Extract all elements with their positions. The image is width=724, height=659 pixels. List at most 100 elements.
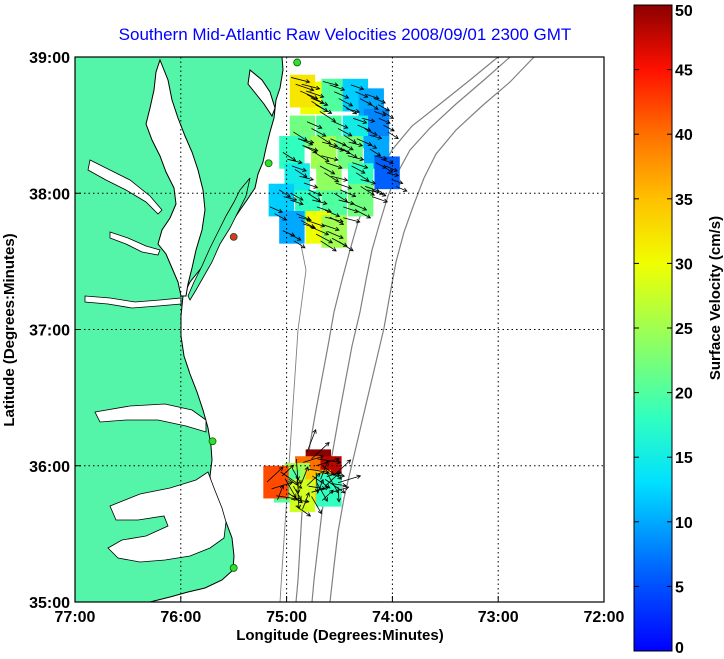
- velocity-arrow: [310, 97, 328, 106]
- james-river: [84, 295, 182, 309]
- velocity-arrow-head: [381, 192, 387, 197]
- velocity-arrow: [278, 189, 291, 198]
- velocity-arrow-head: [344, 485, 350, 491]
- velocity-arrow: [269, 206, 283, 213]
- velocity-arrow-head: [385, 107, 391, 112]
- velocity-arrow-head: [309, 87, 315, 92]
- velocity-arrow: [311, 128, 326, 137]
- velocity-arrow: [317, 135, 331, 145]
- velocity-arrow-head: [373, 105, 379, 110]
- velocity-arrows-northern: [269, 77, 408, 252]
- velocity-arrow-head: [323, 101, 329, 106]
- velocity-arrow-head: [366, 214, 372, 219]
- velocity-arrow-head: [332, 247, 337, 252]
- velocity-arrow: [322, 224, 340, 231]
- colorbar-tick-label: 0: [675, 640, 684, 657]
- velocity-arrow-head: [355, 218, 361, 224]
- velocity-arrow: [357, 124, 371, 132]
- velocity-arrow-head: [317, 192, 323, 197]
- velocity-arrow: [289, 233, 302, 241]
- velocity-arrow: [362, 117, 375, 122]
- velocity-arrow: [387, 131, 399, 139]
- x-tick-label: 74:00: [372, 609, 413, 626]
- velocity-arrow-head: [328, 239, 334, 244]
- albemarle-sound: [94, 403, 207, 433]
- velocity-arrow-head: [311, 224, 317, 230]
- gridlines: [75, 57, 604, 602]
- velocity-cell: [279, 210, 305, 244]
- velocity-arrow: [364, 128, 378, 136]
- velocity-arrow-head: [388, 168, 394, 173]
- velocity-arrow: [321, 489, 334, 501]
- velocity-arrow-head: [324, 469, 330, 475]
- velocity-arrow-head: [317, 124, 323, 129]
- velocity-arrow-head: [286, 193, 291, 198]
- velocity-arrow-head: [296, 236, 302, 241]
- velocity-arrow: [317, 479, 324, 494]
- velocity-arrow-head: [324, 460, 329, 465]
- velocity-arrow: [322, 141, 338, 147]
- velocity-arrow: [382, 111, 394, 119]
- velocity-arrow-head: [319, 454, 325, 460]
- chesapeake-bay: [145, 58, 206, 297]
- velocity-arrow-head: [321, 485, 327, 491]
- colorbar: 0 5 10 15 20 25 30 35 40 45 50 Surface Velocity (c…: [633, 3, 724, 657]
- velocity-arrow-head: [349, 247, 354, 252]
- velocity-arrow-head: [313, 184, 319, 189]
- bathymetry-contour-outer: [329, 57, 535, 602]
- velocity-arrow-head: [370, 118, 376, 123]
- velocity-arrow-head: [376, 152, 382, 157]
- velocity-cell: [321, 215, 347, 248]
- velocity-arrow: [375, 162, 387, 169]
- velocity-arrow-head: [304, 499, 310, 504]
- velocity-arrow-head: [336, 459, 342, 465]
- velocity-arrow: [355, 172, 370, 182]
- velocity-arrow: [327, 231, 344, 239]
- velocity-arrow: [317, 458, 341, 463]
- velocity-arrow-head: [319, 99, 325, 104]
- radar-station-marker: [229, 564, 238, 572]
- velocity-arrow-head: [324, 485, 330, 491]
- velocity-arrow: [303, 182, 318, 189]
- velocity-arrow: [294, 169, 308, 178]
- velocity-arrow-head: [333, 142, 339, 148]
- velocity-arrow-head: [288, 481, 294, 486]
- velocity-arrow: [329, 216, 344, 225]
- velocity-arrow-head: [359, 86, 365, 91]
- velocity-arrow-head: [340, 86, 346, 92]
- colorbar-tick-label: 15: [675, 450, 693, 467]
- velocity-arrow-head: [337, 471, 342, 476]
- velocity-arrow-head: [308, 141, 314, 146]
- radar-station-marker: [293, 58, 302, 67]
- velocity-arrow-head: [390, 127, 395, 132]
- velocity-arrow: [295, 83, 314, 91]
- pamlico-sound: [107, 471, 227, 563]
- velocity-arrow-head: [354, 208, 359, 214]
- radar-station-marker: [264, 159, 273, 168]
- velocity-arrow: [320, 460, 329, 480]
- velocity-arrow-head: [312, 428, 317, 434]
- velocity-arrow-head: [379, 190, 384, 196]
- velocity-arrow-head: [333, 156, 339, 162]
- velocity-arrow-head: [355, 109, 361, 114]
- x-axis-label: Longitude (Degrees:Minutes): [236, 627, 444, 644]
- x-tick-label: 72:00: [584, 609, 625, 626]
- velocity-cell: [289, 479, 316, 513]
- velocity-arrow: [306, 90, 324, 98]
- velocity-arrow: [316, 482, 328, 502]
- velocity-arrow-head: [319, 478, 324, 484]
- velocity-arrow-head: [335, 457, 340, 462]
- velocity-arrow: [296, 458, 299, 481]
- velocity-arrow: [333, 121, 348, 129]
- velocity-arrow-head: [402, 187, 408, 192]
- velocity-arrow: [298, 216, 312, 221]
- velocity-arrow-head: [297, 495, 302, 501]
- velocity-arrow-head: [342, 482, 347, 488]
- velocity-arrow-head: [359, 156, 365, 162]
- velocity-arrow: [277, 485, 284, 500]
- velocity-arrow: [297, 492, 300, 509]
- velocity-arrow: [338, 98, 353, 107]
- velocity-arrow: [331, 175, 348, 181]
- colorbar-tick-label: 30: [675, 256, 693, 273]
- velocity-arrow-head: [374, 95, 380, 100]
